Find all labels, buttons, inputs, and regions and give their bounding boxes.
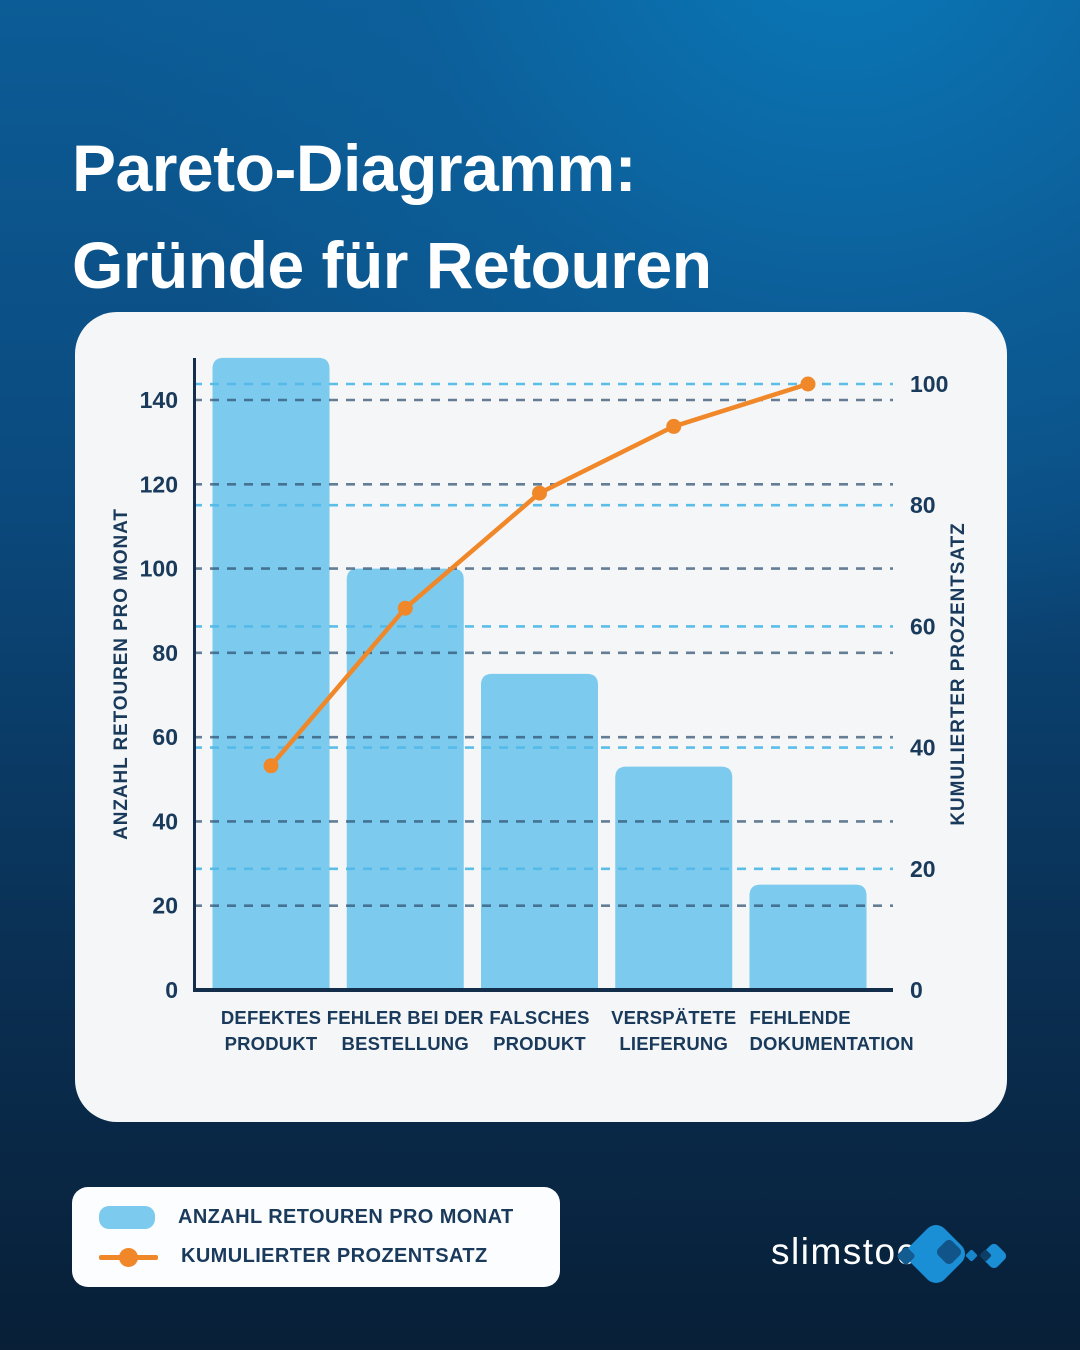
cumulative-point-4: [800, 376, 816, 392]
bar-3: [615, 766, 733, 990]
right-tick-60: 60: [910, 613, 936, 639]
legend-item-line: KUMULIERTER PROZENTSATZ: [99, 1245, 560, 1269]
gridlines: [193, 382, 893, 908]
cumulative-point-1: [397, 600, 413, 616]
category-label-1: FEHLER BEI DER BESTELLUNG: [327, 1007, 484, 1054]
line-dot-swatch-icon: [99, 1245, 158, 1269]
bar-0: [212, 357, 330, 990]
legend-label-line: KUMULIERTER PROZENTSATZ: [181, 1245, 488, 1267]
chart-card: ANZAHL RETOUREN PRO MONAT KUMULIERTER PR…: [75, 312, 1007, 1122]
left-tick-100: 100: [140, 556, 178, 582]
category-label-0: DEFEKTES PRODUKT: [221, 1007, 321, 1054]
left-tick-60: 60: [152, 724, 178, 750]
bar-2: [481, 673, 598, 990]
cumulative-line: [263, 376, 816, 774]
left-tick-0: 0: [165, 977, 178, 1003]
cumulative-point-2: [532, 485, 547, 501]
right-tick-0: 0: [910, 977, 923, 1003]
bar-1: [346, 568, 464, 990]
left-tick-40: 40: [152, 808, 178, 834]
axes: [193, 358, 893, 992]
left-tick-80: 80: [152, 640, 178, 666]
cumulative-point-3: [666, 418, 682, 434]
page-title-line2: Gründe für Retouren: [72, 228, 712, 303]
page-title-line1: Pareto-Diagramm:: [72, 131, 637, 206]
right-tick-80: 80: [910, 492, 936, 518]
right-tick-20: 20: [910, 856, 936, 882]
bars: [212, 357, 867, 990]
legend-label-bars: ANZAHL RETOUREN PRO MONAT: [178, 1206, 514, 1228]
logo-diamond-tiny-icon: [965, 1249, 978, 1262]
page-title: Pareto-Diagramm: Gründe für Retouren: [72, 120, 712, 314]
left-tick-20: 20: [152, 893, 178, 919]
left-tick-120: 120: [140, 471, 178, 497]
legend-item-bars: ANZAHL RETOUREN PRO MONAT: [99, 1206, 560, 1230]
chart-legend: ANZAHL RETOUREN PRO MONAT KUMULIERTER PR…: [72, 1187, 560, 1287]
cumulative-point-0: [263, 758, 279, 774]
bar-4: [749, 884, 867, 990]
right-tick-40: 40: [910, 735, 936, 761]
brand-logo-mark: [895, 1215, 1020, 1300]
right-tick-100: 100: [910, 371, 948, 397]
category-label-3: VERSPÄTETE LIEFERUNG: [611, 1007, 736, 1054]
left-tick-140: 140: [140, 387, 178, 413]
category-label-2: FALSCHES PRODUKT: [489, 1007, 589, 1054]
category-label-4: FEHLENDE DOKUMENTATION: [750, 1007, 914, 1054]
bar-swatch-icon: [99, 1206, 155, 1229]
pareto-chart: 0 20 40 60 80 100 120 140 0 20 40 60 80 100 DEFEKTES PR…: [140, 357, 949, 1054]
tick-labels: 0 20 40 60 80 100 120 140 0 20 40 60 80 100: [140, 371, 949, 1003]
